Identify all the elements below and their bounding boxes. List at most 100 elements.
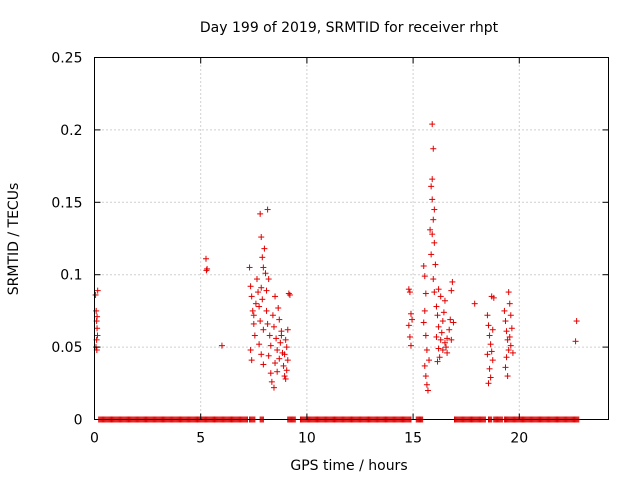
data-point: [420, 319, 427, 326]
y-tick-label: 0.2: [60, 123, 82, 139]
chart-title: Day 199 of 2019, SRMTID for receiver rhp…: [200, 20, 499, 36]
y-tick-label: 0: [74, 413, 83, 429]
data-point: [270, 384, 277, 391]
data-point: [432, 261, 439, 268]
data-point: [255, 289, 262, 296]
data-point: [92, 291, 99, 298]
data-point: [264, 320, 271, 327]
data-point: [247, 346, 254, 353]
data-point: [428, 183, 435, 190]
data-point: [429, 121, 436, 128]
data-point: [421, 273, 428, 280]
data-point: [439, 318, 446, 325]
data-point: [284, 357, 291, 364]
data-point: [406, 289, 413, 296]
data-point: [444, 335, 451, 342]
data-point: [422, 373, 429, 380]
data-point: [426, 357, 433, 364]
data-point: [94, 332, 101, 339]
data-point: [256, 341, 263, 348]
data-point: [421, 307, 428, 314]
data-point: [422, 332, 429, 339]
x-tick-label: 10: [298, 431, 316, 447]
data-point: [487, 374, 494, 381]
data-point: [268, 378, 275, 385]
data-point: [248, 293, 255, 300]
data-point: [506, 300, 513, 307]
data-point: [409, 316, 416, 323]
data-point: [253, 276, 260, 283]
data-point: [259, 254, 266, 261]
data-point: [251, 332, 258, 339]
data-point: [431, 206, 438, 213]
data-point: [274, 368, 281, 375]
data-point: [282, 336, 289, 343]
data-point: [421, 362, 428, 369]
data-point: [485, 380, 492, 387]
data-point: [423, 346, 430, 353]
data-point: [406, 333, 413, 340]
data-point: [428, 251, 435, 258]
data-point: [448, 336, 455, 343]
data-point: [248, 357, 255, 364]
data-point: [258, 351, 265, 358]
data-point: [250, 312, 257, 319]
data-point: [256, 303, 263, 310]
data-point: [405, 286, 412, 293]
data-point: [281, 373, 288, 380]
plot-frame: [94, 57, 609, 420]
data-point: [284, 326, 291, 333]
data-point: [441, 297, 448, 304]
data-point: [261, 245, 268, 252]
data-point: [257, 210, 264, 217]
data-point: [249, 307, 256, 314]
data-point: [501, 307, 508, 314]
data-point: [439, 346, 446, 353]
data-point: [420, 263, 427, 270]
data-point: [505, 346, 512, 353]
data-point: [433, 333, 440, 340]
data-point: [573, 318, 580, 325]
data-point: [430, 216, 437, 223]
data-point: [508, 325, 515, 332]
data-point: [283, 344, 290, 351]
data-point: [429, 176, 436, 183]
data-point: [263, 307, 270, 314]
data-point: [258, 234, 265, 241]
data-point: [438, 329, 445, 336]
data-point: [430, 276, 437, 283]
data-point: [264, 206, 271, 213]
data-point: [203, 255, 210, 262]
x-tick-label: 5: [196, 431, 205, 447]
data-point: [431, 289, 438, 296]
data-point: [435, 345, 442, 352]
data-point: [265, 352, 272, 359]
data-point: [275, 305, 282, 312]
data-point: [450, 319, 457, 326]
data-point: [407, 310, 414, 317]
data-point: [274, 346, 281, 353]
data-point: [267, 342, 274, 349]
y-tick-label: 0.05: [51, 340, 82, 356]
data-point: [265, 276, 272, 283]
data-point: [437, 293, 444, 300]
data-point: [429, 231, 436, 238]
data-point: [246, 264, 253, 271]
data-point: [285, 290, 292, 297]
data-point: [247, 283, 254, 290]
data-point: [405, 322, 412, 329]
data-point: [489, 326, 496, 333]
data-point: [280, 362, 287, 369]
data-point: [444, 349, 451, 356]
data-point: [440, 309, 447, 316]
data-point: [407, 342, 414, 349]
y-tick-label: 0.1: [60, 268, 82, 284]
data-point: [260, 264, 267, 271]
data-point: [502, 318, 509, 325]
x-tick-label: 15: [404, 431, 422, 447]
data-point: [218, 342, 225, 349]
y-axis-label: SRMTID / TECUs: [6, 183, 22, 296]
data-point: [490, 294, 497, 301]
